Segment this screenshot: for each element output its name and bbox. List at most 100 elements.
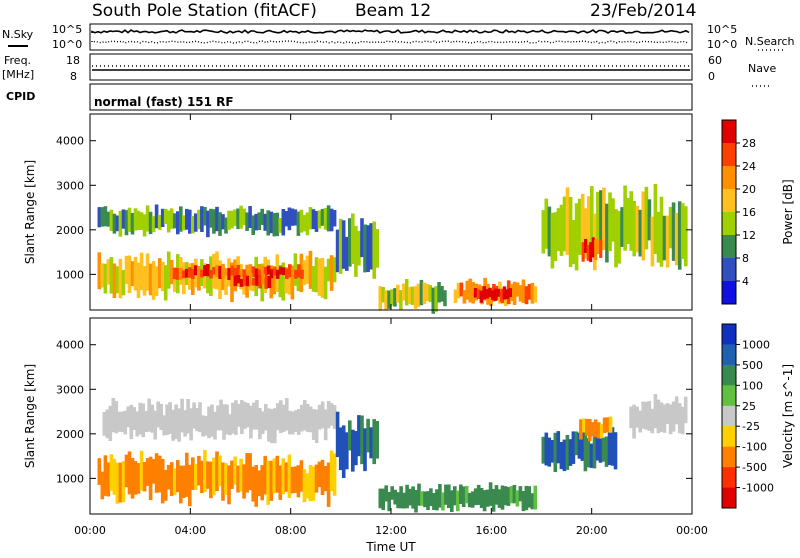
heatmap-cell — [617, 210, 621, 264]
heatmap-cell — [302, 260, 307, 286]
heatmap-cell — [345, 236, 349, 271]
heatmap-cell — [177, 408, 181, 442]
heatmap-cell — [275, 269, 280, 279]
heatmap-cell — [115, 215, 120, 232]
heatmap-cell — [620, 207, 624, 247]
heatmap-cell — [378, 286, 382, 311]
y-tick-label: 1000 — [56, 472, 84, 485]
heatmap-cell — [390, 289, 394, 306]
heatmap-cell — [489, 288, 493, 306]
heatmap-cell — [602, 417, 607, 434]
heatmap-cell — [121, 209, 126, 229]
heatmap-cell — [204, 416, 208, 436]
heatmap-cell — [106, 259, 111, 285]
heatmap-cell — [156, 401, 160, 428]
heatmap-cell — [288, 410, 292, 435]
y-tick-label: 4000 — [56, 339, 84, 352]
heatmap-cell — [314, 464, 319, 493]
heatmap-cell — [132, 407, 136, 430]
heatmap-cell — [608, 192, 612, 252]
heatmap-cell — [550, 212, 555, 269]
colorbar-tick-label: -100 — [742, 441, 767, 454]
noise-right-tick-top: 10^5 — [707, 23, 737, 36]
heatmap-cell — [323, 409, 328, 441]
heatmap-cell — [278, 264, 283, 298]
heatmap-cell — [162, 415, 166, 436]
heatmap-cell — [186, 399, 190, 434]
heatmap-cell — [166, 464, 171, 490]
heatmap-cell — [197, 455, 201, 486]
heatmap-cell — [354, 225, 358, 277]
heatmap-cell — [323, 207, 328, 230]
heatmap-cell — [168, 402, 172, 434]
heatmap-cell — [556, 208, 561, 252]
heatmap-cell — [103, 206, 108, 227]
heatmap-cell — [441, 492, 445, 511]
heatmap-cell — [200, 269, 204, 278]
heatmap-cell — [422, 282, 427, 305]
noise-left-tick-bottom: 10^0 — [52, 38, 82, 51]
heatmap-cell — [109, 209, 114, 231]
heatmap-cell — [381, 287, 385, 303]
heatmap-cell — [530, 493, 535, 510]
heatmap-cell — [571, 431, 576, 464]
heatmap-cell — [680, 406, 685, 435]
heatmap-cell — [290, 466, 295, 494]
heatmap-cell — [266, 210, 270, 236]
heatmap-cell — [351, 213, 355, 264]
heatmap-cell — [183, 410, 187, 437]
freq-left-tick-bottom: 8 — [70, 70, 77, 83]
heatmap-cell — [200, 206, 204, 232]
cpid-panel: CPID normal (fast) 151 RF — [6, 83, 693, 111]
heatmap-cell — [580, 432, 585, 461]
heatmap-cell — [236, 264, 241, 277]
heatmap-cell — [341, 220, 346, 269]
x-tick-label: 00:00 — [74, 524, 106, 537]
heatmap-cell — [179, 465, 183, 504]
heatmap-cell — [384, 485, 388, 502]
heatmap-cell — [293, 466, 298, 493]
heatmap-cell — [592, 436, 597, 469]
heatmap-cell — [665, 215, 670, 268]
heatmap-cell — [269, 265, 274, 299]
heatmap-cell — [282, 404, 286, 432]
heatmap-cell — [338, 218, 343, 274]
heatmap-cell — [233, 268, 237, 280]
heatmap-cell — [574, 431, 579, 456]
heatmap-cell — [473, 488, 478, 506]
heatmap-cell — [263, 266, 268, 279]
heatmap-cell — [290, 265, 295, 300]
heatmap-cell — [479, 290, 484, 303]
heatmap-cell — [285, 398, 289, 431]
heatmap-cell — [604, 436, 609, 467]
heatmap-cell — [684, 206, 688, 267]
heatmap-cell — [613, 432, 618, 470]
heatmap-cell — [360, 218, 364, 258]
heatmap-cell — [671, 401, 676, 432]
heatmap-cell — [674, 213, 679, 266]
heatmap-cell — [506, 487, 511, 506]
heatmap-cell — [102, 412, 107, 436]
cpid-panel-frame — [89, 83, 693, 111]
noise-right-tick-bottom: 10^0 — [707, 38, 737, 51]
heatmap-cell — [272, 266, 277, 295]
heatmap-cell — [227, 268, 231, 280]
heatmap-cell — [129, 404, 134, 440]
velocity-heatmap — [97, 394, 688, 513]
heatmap-cell — [674, 396, 679, 425]
heatmap-cell — [175, 268, 180, 280]
heatmap-cell — [562, 439, 567, 472]
heatmap-cell — [233, 275, 238, 287]
heatmap-cell — [145, 458, 150, 486]
heatmap-cell — [317, 404, 322, 430]
heatmap-cell — [243, 401, 247, 429]
heatmap-cell — [423, 491, 427, 508]
heatmap-cell — [264, 277, 269, 289]
heatmap-cell — [160, 261, 165, 292]
heatmap-cell — [588, 419, 592, 441]
heatmap-cell — [499, 290, 504, 303]
heatmap-cell — [329, 208, 334, 232]
heatmap-cell — [435, 489, 439, 511]
heatmap-cell — [369, 223, 373, 270]
heatmap-cell — [139, 252, 144, 291]
